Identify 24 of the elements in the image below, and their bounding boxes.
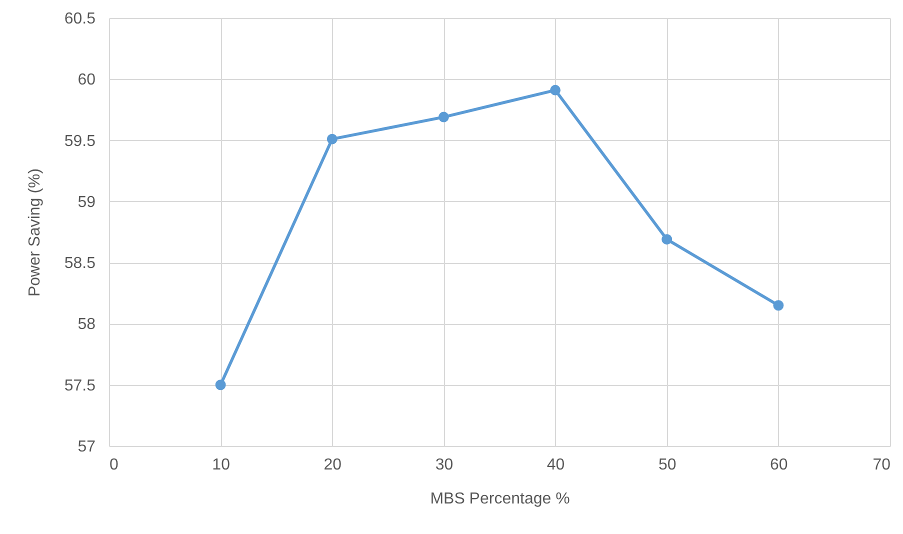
point (215, 380, 226, 390)
x-tick-label: 70 (872, 456, 891, 474)
y-tick-label: 59.5 (64, 132, 96, 150)
y-tick-label: 60.5 (64, 10, 96, 28)
x-tick-label: 60 (770, 456, 788, 474)
x-tick-label: 40 (546, 456, 565, 474)
x-tick-label: 0 (110, 456, 118, 474)
x-tick-label: 30 (435, 456, 454, 474)
y-tick-label: 58.5 (64, 255, 96, 272)
y-tick-label: 59 (78, 194, 96, 211)
x-tick-label: 10 (212, 456, 230, 474)
y-tick-label: 58 (78, 316, 96, 334)
point (662, 234, 672, 245)
y-axis-title: Power Saving (%) (26, 168, 44, 297)
y-tick-label: 57 (78, 438, 96, 456)
x-tick-label: 50 (658, 456, 676, 474)
point (550, 84, 561, 96)
point (773, 300, 784, 311)
point (438, 112, 449, 122)
x-axis-title: MBS Percentage % (430, 490, 570, 508)
y-tick-label: 60 (78, 72, 96, 89)
y-tick-label: 57.5 (64, 377, 96, 394)
x-tick-label: 20 (324, 456, 342, 474)
point (326, 134, 338, 144)
